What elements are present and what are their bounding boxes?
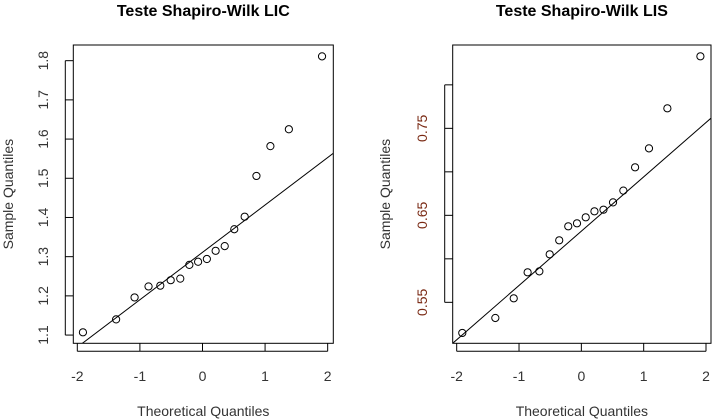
x-tick-label: 2 <box>702 368 710 384</box>
data-point <box>590 207 599 216</box>
data-point <box>112 315 121 324</box>
data-point <box>619 186 628 195</box>
x-tick-label: 0 <box>199 368 207 384</box>
y-tick-label: 0.75 <box>414 115 430 142</box>
data-point <box>220 241 229 251</box>
qq-reference-line <box>452 117 711 344</box>
y-tick-label: 1.3 <box>35 247 51 267</box>
data-point <box>630 163 640 172</box>
data-point <box>523 268 532 277</box>
data-point <box>663 104 672 113</box>
data-point <box>509 294 518 303</box>
data-point <box>230 225 239 234</box>
data-point <box>317 52 327 61</box>
chart-title: Teste Shapiro-Wilk LIS <box>496 3 668 20</box>
x-tick-label: 0 <box>577 368 585 384</box>
y-tick-label: 1.8 <box>35 51 51 71</box>
data-point <box>144 282 153 291</box>
y-axis-label: Sample Quantiles <box>0 139 16 250</box>
plot-frame <box>72 44 334 344</box>
data-point <box>156 281 165 290</box>
data-point <box>555 236 564 245</box>
data-point <box>535 267 544 276</box>
y-tick-label: 1.7 <box>35 90 51 110</box>
data-point <box>194 257 203 266</box>
x-axis-label: Theoretical Quantiles <box>137 403 269 419</box>
y-tick-label: 1.6 <box>35 129 51 149</box>
data-point <box>581 213 590 222</box>
chart-title: Teste Shapiro-Wilk LIC <box>117 3 290 20</box>
x-tick-label: 2 <box>324 368 332 384</box>
y-tick-label: 1.5 <box>35 168 51 188</box>
x-axis-label: Theoretical Quantiles <box>516 403 648 419</box>
y-tick-label: 1.1 <box>35 325 51 345</box>
data-point <box>211 246 220 255</box>
data-point <box>240 212 249 221</box>
data-point <box>599 205 608 214</box>
y-tick-label: 1.4 <box>35 208 51 228</box>
data-point <box>284 125 293 134</box>
data-point <box>78 328 88 337</box>
qq-panel-2: Teste Shapiro-Wilk LIS -2 -1 0 1 2 0.55 0.65 0.7… <box>377 3 712 419</box>
y-tick-label: 0.55 <box>414 288 430 315</box>
y-tick-label: 0.65 <box>414 201 430 228</box>
x-tick-label: 1 <box>640 368 648 384</box>
plot-frame <box>452 44 712 344</box>
x-tick-label: -2 <box>71 368 84 384</box>
x-tick-label: -2 <box>450 368 463 384</box>
x-tick-label: 1 <box>261 368 269 384</box>
data-point <box>252 171 261 181</box>
data-point <box>176 274 185 283</box>
data-point <box>458 328 467 338</box>
data-point <box>202 254 211 264</box>
x-tick-label: -1 <box>134 368 147 384</box>
y-axis-label: Sample Quantiles <box>377 139 393 250</box>
data-point <box>130 293 139 302</box>
x-tick-label: -1 <box>513 368 526 384</box>
data-point <box>572 219 582 228</box>
qq-panel-1: Teste Shapiro-Wilk LIC -2 -1 0 1 2 1.1 1.2 1.3 1.… <box>0 3 334 419</box>
y-tick-label: 1.2 <box>35 286 51 306</box>
data-point <box>166 276 175 285</box>
data-point <box>266 142 275 151</box>
data-point <box>696 52 705 61</box>
data-point <box>491 313 500 323</box>
data-point <box>644 144 654 153</box>
data-point <box>564 222 573 231</box>
data-point <box>545 250 554 259</box>
data-point <box>608 198 618 207</box>
qq-reference-line <box>81 152 334 344</box>
data-point <box>185 260 194 270</box>
